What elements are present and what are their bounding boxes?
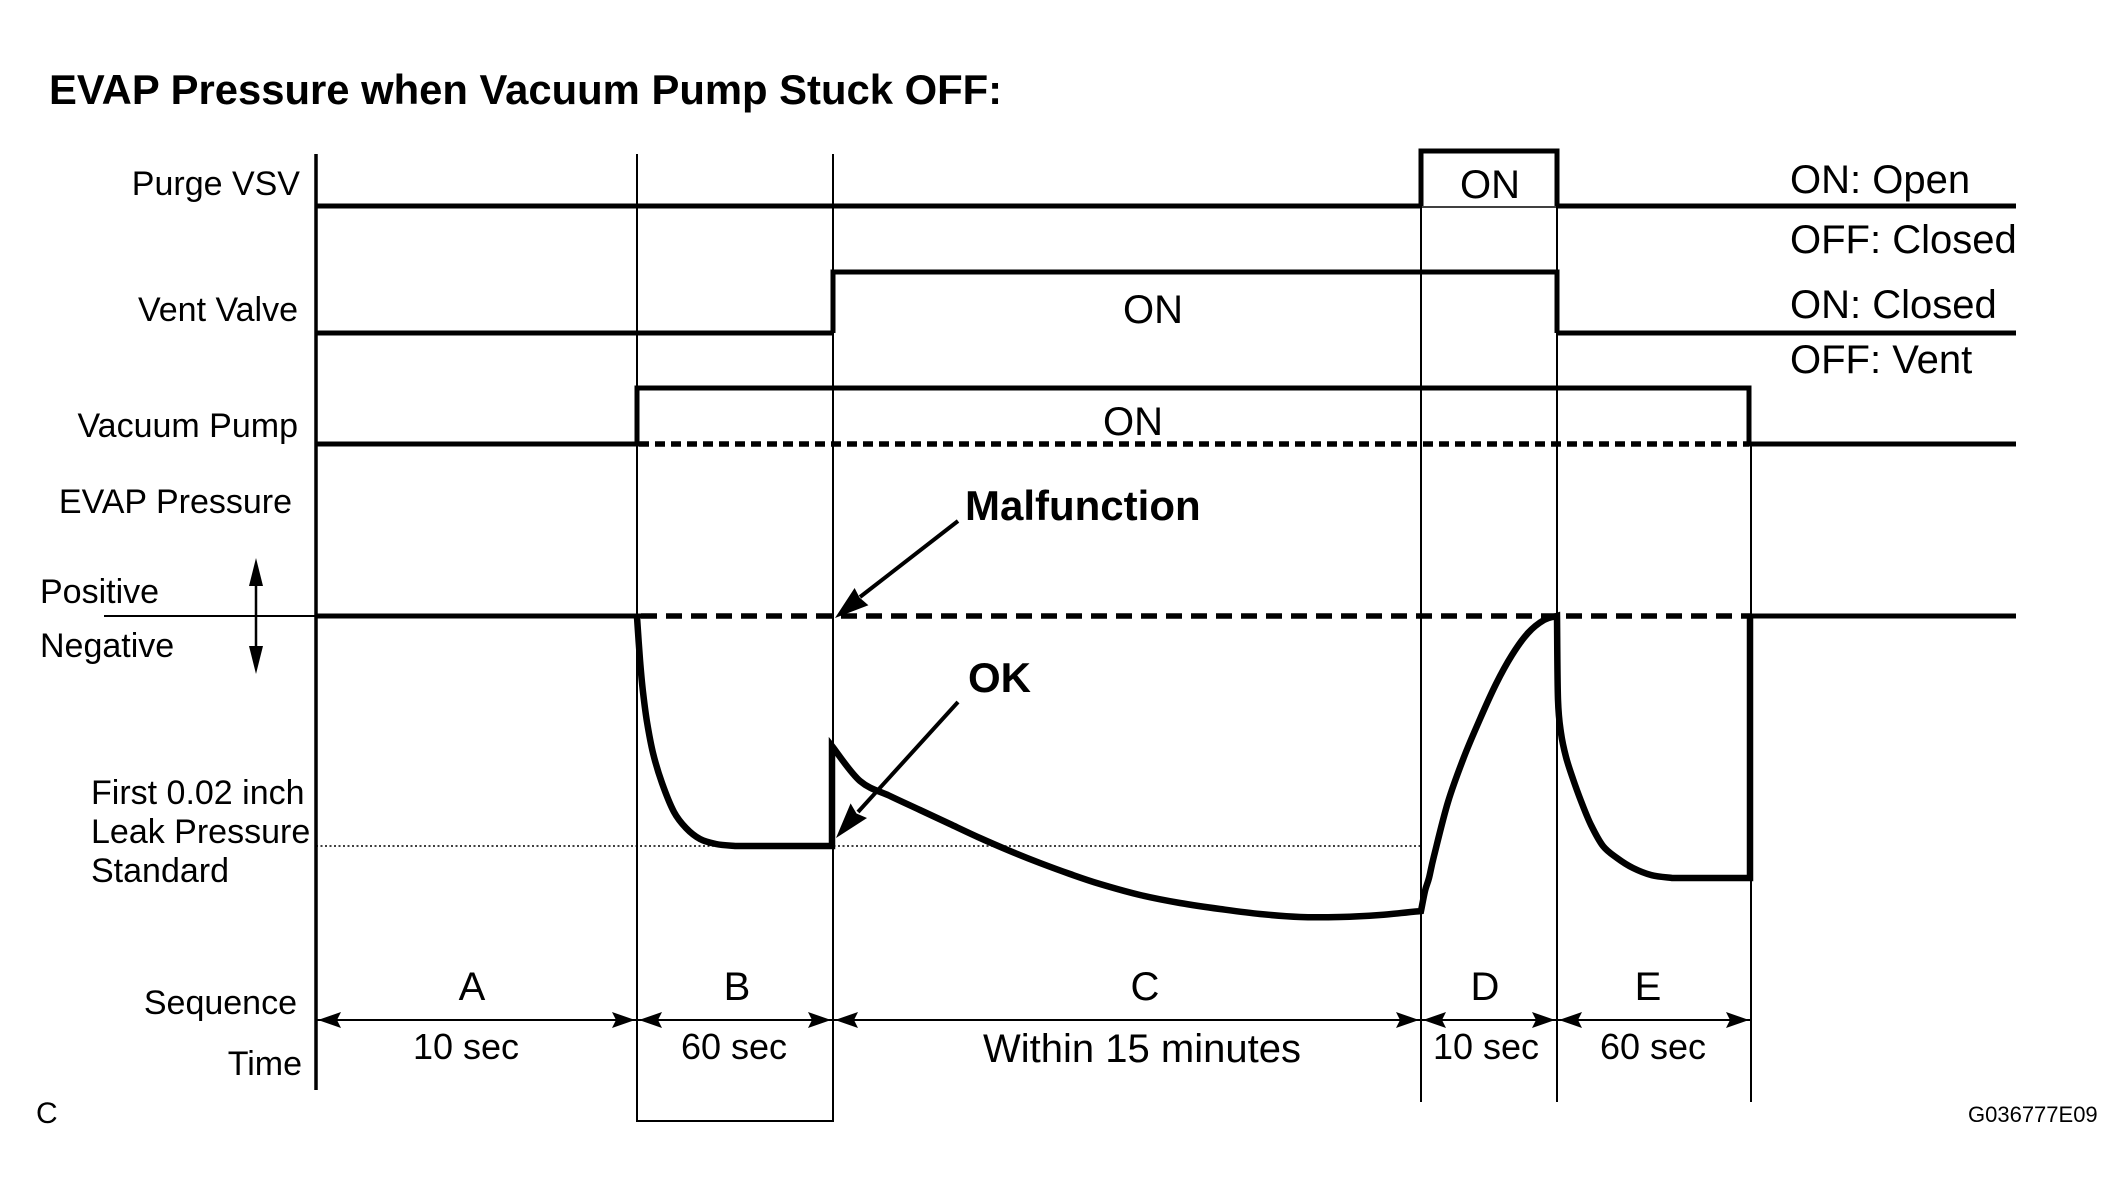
svg-text:Vent Valve: Vent Valve bbox=[138, 291, 298, 329]
svg-text:Vacuum Pump: Vacuum Pump bbox=[78, 407, 298, 445]
svg-text:EVAP Pressure: EVAP Pressure bbox=[59, 483, 292, 521]
svg-text:Sequence: Sequence bbox=[144, 984, 297, 1022]
svg-text:ON: ON bbox=[1123, 288, 1183, 332]
svg-text:Leak Pressure: Leak Pressure bbox=[91, 813, 310, 851]
svg-text:OFF: Closed: OFF: Closed bbox=[1790, 218, 2017, 262]
svg-text:G036777E09: G036777E09 bbox=[1968, 1102, 2098, 1127]
svg-text:ON: Open: ON: Open bbox=[1790, 158, 1970, 202]
svg-text:10 sec: 10 sec bbox=[413, 1026, 519, 1067]
svg-text:60 sec: 60 sec bbox=[1600, 1026, 1706, 1067]
svg-text:First 0.02 inch: First 0.02 inch bbox=[91, 774, 305, 812]
svg-text:B: B bbox=[724, 965, 751, 1009]
svg-text:Within 15 minutes: Within 15 minutes bbox=[983, 1027, 1301, 1071]
svg-text:EVAP Pressure when Vacuum Pump: EVAP Pressure when Vacuum Pump Stuck OFF… bbox=[49, 66, 1002, 113]
svg-text:C: C bbox=[1131, 965, 1160, 1009]
svg-text:ON: Closed: ON: Closed bbox=[1790, 283, 1997, 327]
svg-text:C: C bbox=[36, 1097, 58, 1130]
svg-text:D: D bbox=[1471, 965, 1500, 1009]
svg-text:OFF: Vent: OFF: Vent bbox=[1790, 338, 1972, 382]
svg-text:ON: ON bbox=[1460, 163, 1520, 207]
svg-text:E: E bbox=[1635, 965, 1662, 1009]
svg-text:A: A bbox=[459, 965, 486, 1009]
svg-text:Positive: Positive bbox=[40, 573, 159, 611]
svg-text:10 sec: 10 sec bbox=[1433, 1026, 1539, 1067]
svg-text:ON: ON bbox=[1103, 400, 1163, 444]
svg-text:Purge VSV: Purge VSV bbox=[132, 165, 301, 203]
svg-text:60 sec: 60 sec bbox=[681, 1026, 787, 1067]
svg-text:Standard: Standard bbox=[91, 852, 229, 890]
svg-text:OK: OK bbox=[968, 654, 1031, 701]
svg-text:Negative: Negative bbox=[40, 627, 174, 665]
svg-text:Malfunction: Malfunction bbox=[965, 482, 1201, 529]
svg-text:Time: Time bbox=[228, 1045, 302, 1083]
